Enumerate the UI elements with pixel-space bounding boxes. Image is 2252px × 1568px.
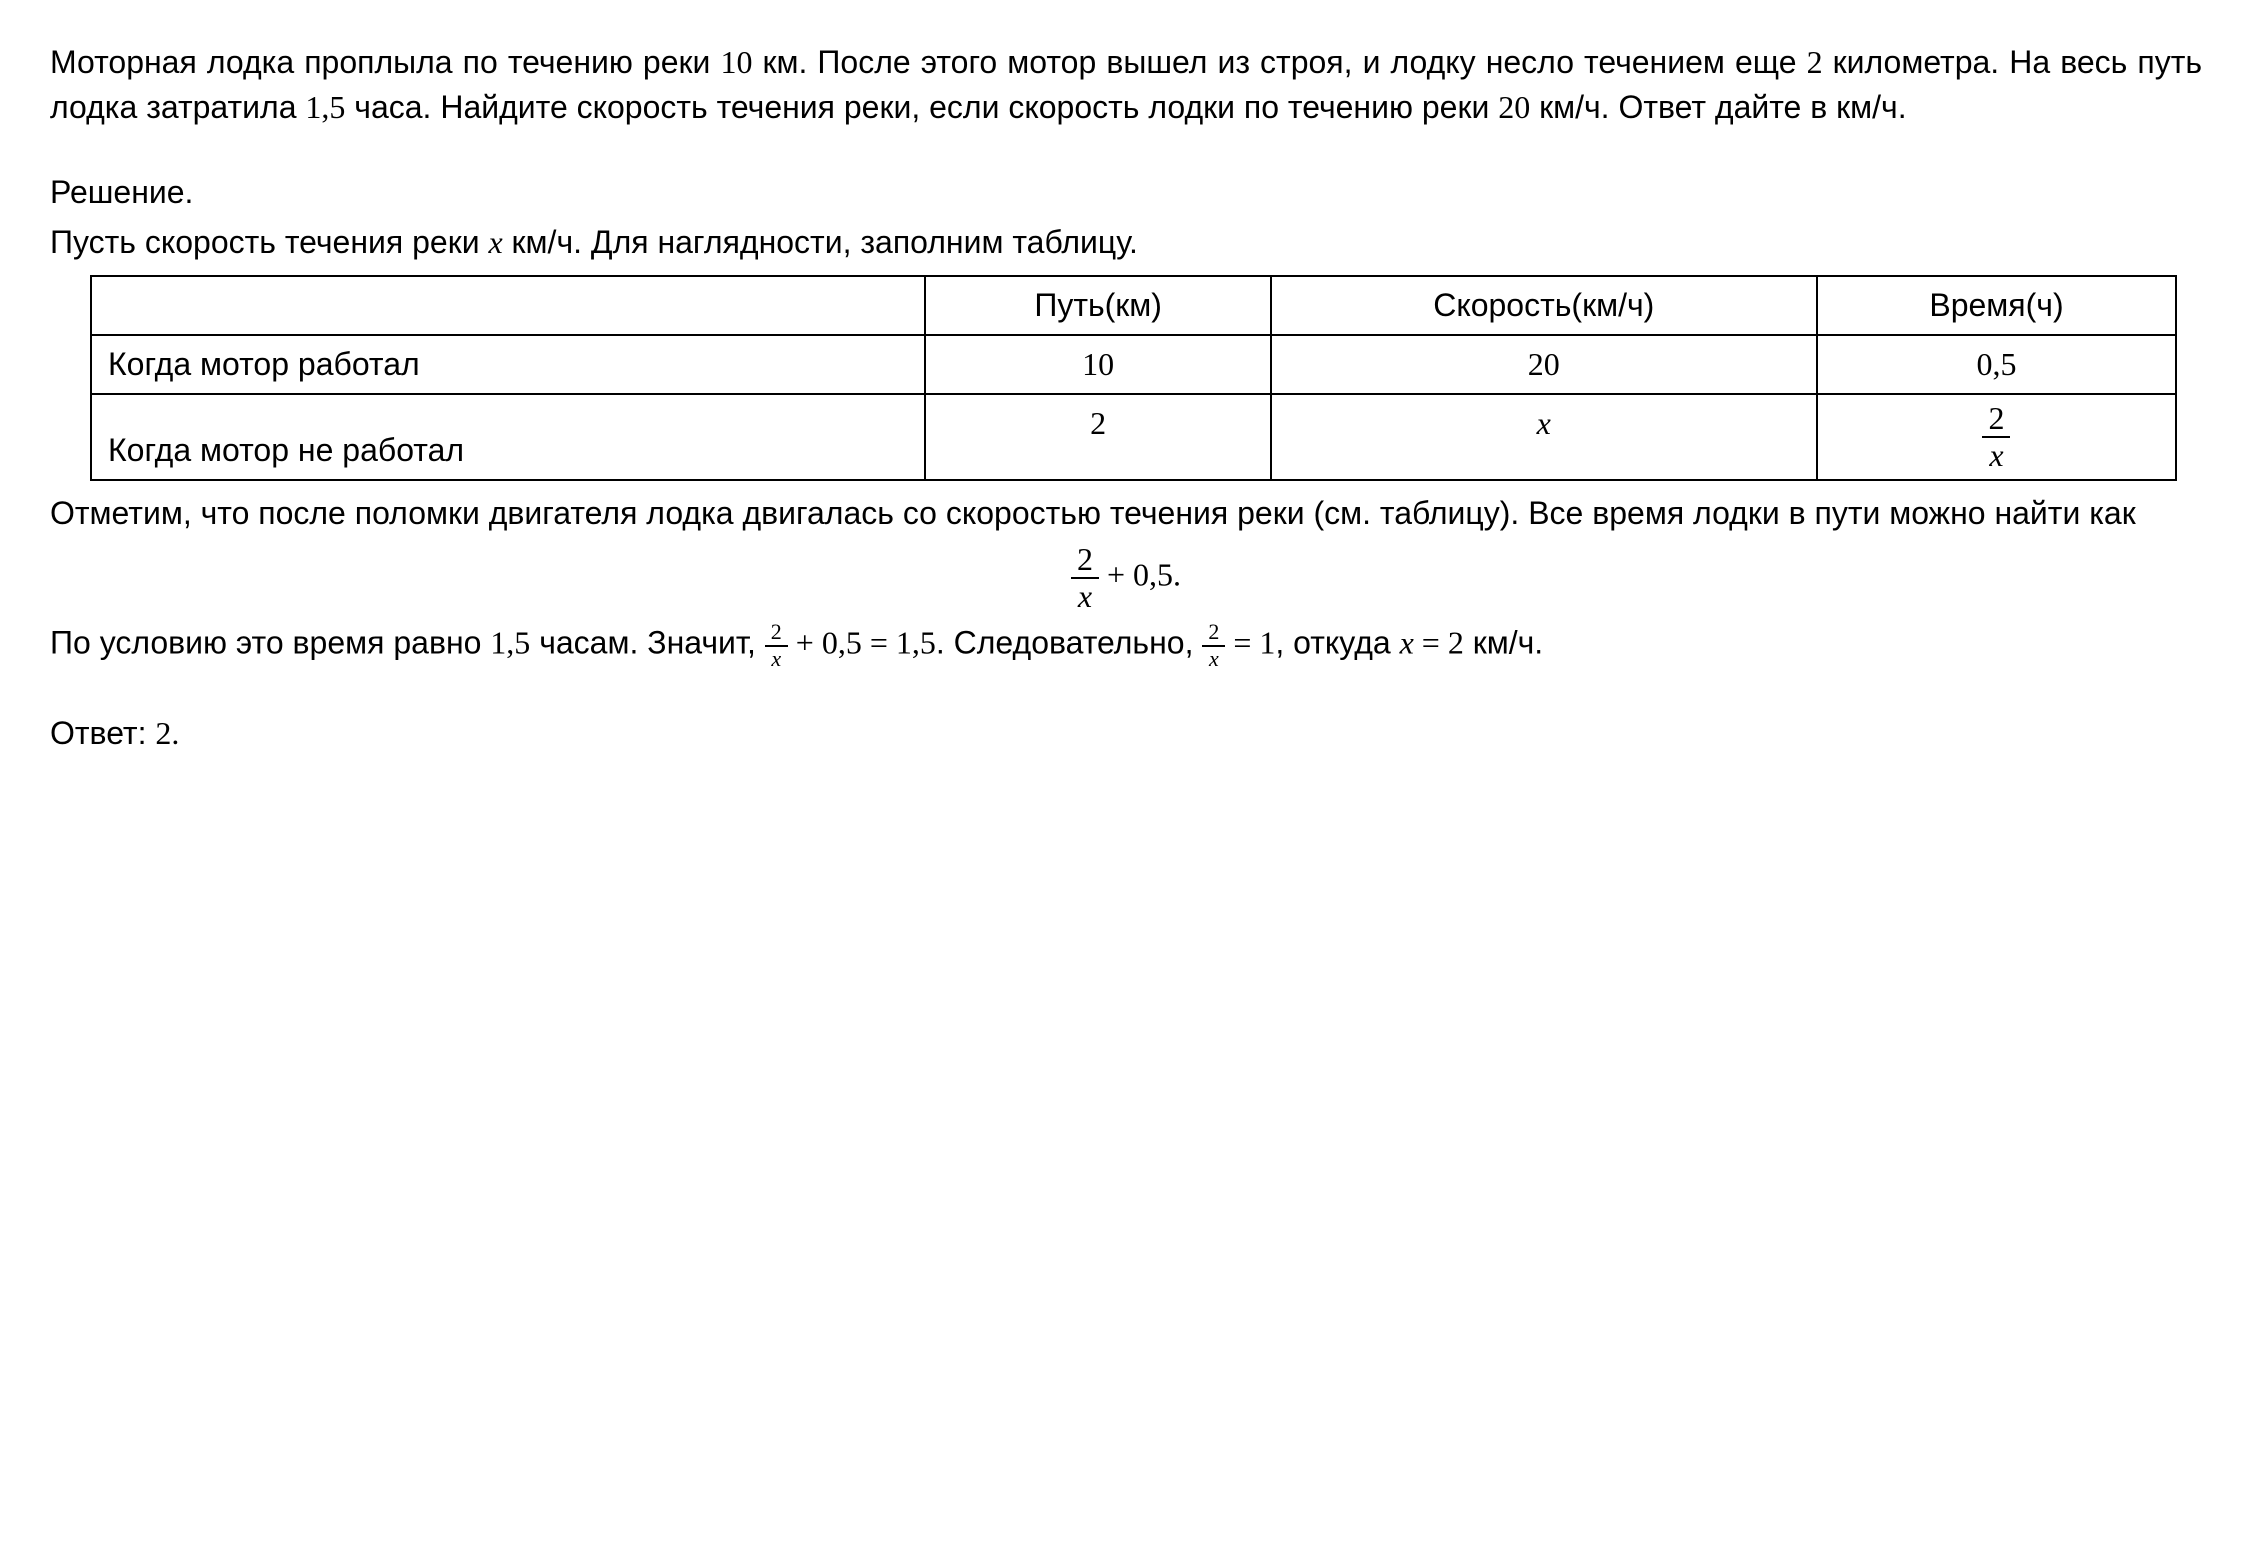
problem-part-2: км. После этого мотор вышел из строя, и … xyxy=(752,44,1806,80)
solution-conclusion: По условию это время равно 1,5 часам. Зн… xyxy=(50,620,2202,670)
centered-formula: 2 x + 0,5. xyxy=(50,542,2202,614)
row2-label: Когда мотор не работал xyxy=(91,394,925,480)
frac-main: 2 x xyxy=(1071,542,1099,614)
row2-speed: x xyxy=(1271,394,1817,480)
from-where: , откуда xyxy=(1275,625,1399,661)
th-time: Время(ч) xyxy=(1817,276,2177,335)
units: км/ч. xyxy=(1464,625,1543,661)
solution-table: Путь(км) Скорость(км/ч) Время(ч) Когда м… xyxy=(90,275,2177,481)
problem-statement: Моторная лодка проплыла по течению реки … xyxy=(50,40,2202,130)
frac-2-over-x: 2 x xyxy=(1982,401,2010,473)
cond-15: 1,5 xyxy=(490,625,530,661)
row1-path: 10 xyxy=(925,335,1271,394)
num-10: 10 xyxy=(720,44,752,80)
table-row: Когда мотор работал 10 20 0,5 xyxy=(91,335,2176,394)
eq1-rhs: + 0,5 = 1,5 xyxy=(788,625,936,661)
th-empty xyxy=(91,276,925,335)
solution-intro: Пусть скорость течения реки x км/ч. Для … xyxy=(50,220,2202,265)
answer: Ответ: 2. xyxy=(50,711,2202,756)
num-2: 2 xyxy=(1807,44,1823,80)
answer-label: Ответ: xyxy=(50,715,155,751)
frac-eq2: 2x xyxy=(1202,620,1225,670)
cond-before: По условию это время равно xyxy=(50,625,490,661)
th-speed: Скорость(км/ч) xyxy=(1271,276,1817,335)
var-x: x xyxy=(488,224,502,260)
cond-after: . Следовательно, xyxy=(936,625,1202,661)
row2-path: 2 xyxy=(925,394,1271,480)
problem-part-5: км/ч. Ответ дайте в км/ч. xyxy=(1530,89,1906,125)
row1-speed: 20 xyxy=(1271,335,1817,394)
frac-eq1: 2x xyxy=(765,620,788,670)
table-row: Когда мотор не работал 2 x 2 x xyxy=(91,394,2176,480)
intro-after-x: км/ч. Для наглядности, заполним таблицу. xyxy=(503,224,1138,260)
intro-before-x: Пусть скорость течения реки xyxy=(50,224,488,260)
row1-label: Когда мотор работал xyxy=(91,335,925,394)
formula-plus: + 0,5. xyxy=(1099,556,1181,592)
num-20: 20 xyxy=(1498,89,1530,125)
row2-time: 2 x xyxy=(1817,394,2177,480)
num-1-5: 1,5 xyxy=(305,89,345,125)
solution-header: Решение. xyxy=(50,170,2202,215)
problem-part-1: Моторная лодка проплыла по течению реки xyxy=(50,44,720,80)
row1-time: 0,5 xyxy=(1817,335,2177,394)
cond-mid: часам. Значит, xyxy=(530,625,764,661)
eq2-rhs: = 1 xyxy=(1225,625,1275,661)
problem-part-4: часа. Найдите скорость течения реки, есл… xyxy=(345,89,1498,125)
solution-after-table: Отметим, что после поломки двигателя лод… xyxy=(50,491,2202,536)
table-header-row: Путь(км) Скорость(км/ч) Время(ч) xyxy=(91,276,2176,335)
x-eq: x = 2 xyxy=(1400,625,1464,661)
th-path: Путь(км) xyxy=(925,276,1271,335)
answer-value: 2. xyxy=(155,715,179,751)
